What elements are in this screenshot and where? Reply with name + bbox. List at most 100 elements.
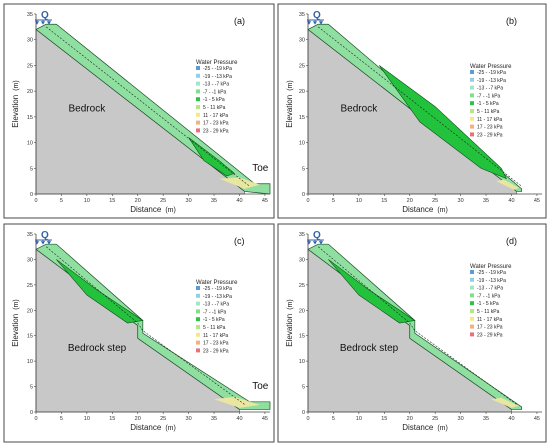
legend-entry-label: 23 - 29 kPa [203, 128, 229, 134]
x-tick-label: 0 [34, 198, 37, 204]
legend-swatch [196, 301, 200, 306]
y-tick-label: 0 [302, 410, 305, 416]
legend-entry-label: -25 - -19 kPa [477, 70, 506, 76]
x-axis-label: Distance (m) [130, 423, 176, 432]
y-axis-label-text: Elevation [285, 95, 294, 128]
legend-swatch [196, 293, 200, 298]
legend-swatch [470, 77, 474, 82]
legend: Water Pressure-25 - -19 kPa -19 - -13 kPa… [196, 280, 238, 354]
y-axis-label-text: Elevation [11, 95, 20, 128]
legend-entry-label: -7 - -1 kPa [477, 93, 501, 99]
x-tick-label: 20 [407, 416, 413, 422]
legend-entry-label: -1 - 5 kPa [203, 97, 225, 103]
x-tick-label: 10 [356, 198, 362, 204]
y-tick-label: 30 [27, 257, 33, 263]
legend-entry-label: 23 - 29 kPa [477, 332, 503, 338]
y-tick-label: 5 [302, 166, 305, 172]
legend-swatch [196, 89, 200, 94]
water-table-line [317, 246, 517, 405]
y-axis-label: Elevation (m) [285, 299, 294, 346]
inflow-label: Q [313, 230, 321, 241]
legend-entry-label: -19 - -13 kPa [477, 278, 506, 284]
x-tick-label: 40 [508, 198, 514, 204]
legend-swatch [470, 285, 474, 290]
x-tick-label: 30 [458, 416, 464, 422]
legend-swatch [470, 309, 474, 313]
toe-label: Toe [252, 381, 269, 392]
x-axis-label-text: Distance [402, 423, 434, 432]
y-axis-unit: (m) [287, 80, 294, 91]
x-axis-label: Distance (m) [130, 205, 176, 214]
legend-swatch [470, 132, 474, 137]
y-tick-label: 20 [299, 89, 305, 95]
y-tick-label: 5 [30, 166, 33, 172]
x-tick-label: 30 [186, 198, 192, 204]
saturated-zone [214, 396, 260, 408]
y-axis-label: Elevation (m) [11, 299, 20, 346]
legend-entry-label: 5 - 11 kPa [477, 309, 500, 315]
inflow-arrows-icon [35, 19, 52, 25]
y-axis-unit: (m) [13, 299, 20, 310]
x-tick-label: 20 [135, 198, 141, 204]
x-axis-label: Distance (m) [402, 423, 448, 432]
y-tick-label: 20 [299, 308, 305, 314]
legend: Water Pressure-25 - -19 kPa -19 - -13 kPa… [470, 264, 512, 338]
legend-entry-label: -19 - -13 kPa [203, 74, 232, 80]
legend-entry-label: 11 - 17 kPa [203, 113, 228, 119]
legend-swatch [470, 270, 474, 274]
x-tick-label: 35 [483, 198, 489, 204]
y-tick-label: 15 [27, 115, 33, 121]
x-tick-label: 10 [84, 416, 90, 422]
y-tick-label: 35 [299, 232, 305, 238]
y-axis-unit: (m) [13, 80, 20, 91]
y-tick-label: 10 [299, 141, 305, 147]
legend-entry-label: 17 - 23 kPa [477, 125, 503, 131]
y-tick-label: 0 [30, 410, 33, 416]
x-tick-label: 45 [262, 198, 268, 204]
legend-entry-label: 11 - 17 kPa [477, 117, 502, 123]
y-tick-label: 25 [299, 63, 305, 69]
legend-entry-label: 11 - 17 kPa [477, 317, 502, 323]
x-tick-label: 45 [262, 416, 268, 422]
x-axis-label: Distance (m) [402, 205, 448, 214]
legend-swatch [470, 316, 474, 321]
y-axis-label-text: Elevation [285, 314, 294, 347]
legend-swatch [470, 85, 474, 90]
x-tick-label: 10 [356, 416, 362, 422]
inflow-arrows-icon [307, 19, 324, 25]
legend-swatch [196, 81, 200, 86]
legend-swatch [196, 309, 200, 314]
legend-entry-label: -1 - 5 kPa [477, 301, 499, 307]
panel-b: 0 5 10 15 20 25 30 35 40 45 0 5 10 15 20 25 30 35 Distance… [277, 3, 547, 219]
x-axis-unit: (m) [165, 207, 176, 214]
y-tick-label: 10 [299, 359, 305, 365]
inflow-label: Q [41, 10, 49, 21]
x-tick-label: 20 [407, 198, 413, 204]
panel-c: 0 5 10 15 20 25 30 35 40 45 0 5 10 15 20 25 30 35 Distance… [3, 223, 275, 443]
x-tick-label: 5 [332, 416, 335, 422]
x-tick-label: 45 [534, 416, 540, 422]
y-tick-label: 35 [27, 232, 33, 238]
y-tick-label: 5 [30, 385, 33, 391]
x-tick-label: 20 [135, 416, 141, 422]
saturated-zone [491, 397, 520, 408]
x-tick-label: 15 [109, 198, 115, 204]
legend-swatch [196, 332, 200, 337]
legend-entry-label: -1 - 5 kPa [203, 317, 225, 323]
y-tick-label: 15 [299, 115, 305, 121]
legend-swatch [470, 293, 474, 298]
toe-label: Toe [252, 163, 269, 174]
x-tick-label: 15 [109, 416, 115, 422]
legend-entry-label: 23 - 29 kPa [477, 132, 503, 138]
water-table-line [317, 26, 522, 187]
y-tick-label: 25 [27, 283, 33, 289]
inflow-arrows-icon [35, 239, 52, 245]
legend-entry-label: -25 - -19 kPa [477, 270, 506, 276]
panel-d: 0 5 10 15 20 25 30 35 40 45 0 5 10 15 20 25 30 35 Distance… [277, 223, 547, 443]
legend-swatch [196, 105, 200, 109]
soil-layer [35, 243, 271, 410]
y-axis-label: Elevation (m) [11, 80, 20, 127]
bedrock-label: Bedrock [69, 104, 107, 115]
legend-swatch [470, 301, 474, 306]
legend-entry-label: -13 - -7 kPa [203, 82, 229, 88]
